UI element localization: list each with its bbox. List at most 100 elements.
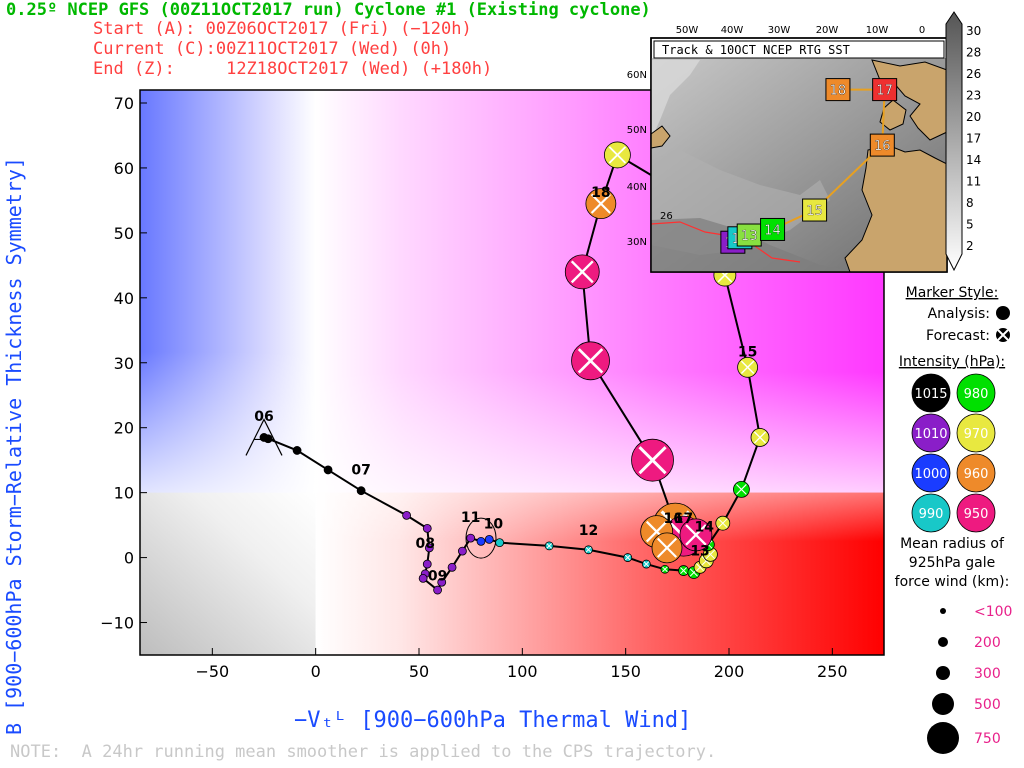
inset-lat-label: 40N	[627, 182, 647, 193]
x-tick-label: 100	[507, 662, 538, 681]
radius-title: Mean radius of	[900, 536, 1005, 552]
track-point	[447, 562, 457, 572]
forecast-cross	[753, 431, 767, 444]
forecast-cross	[685, 524, 707, 546]
marker-style-title: Marker Style:	[906, 285, 999, 301]
intensity-swatch	[911, 373, 951, 413]
day-label: 07	[351, 462, 370, 478]
y-tick-label: 10	[114, 484, 134, 503]
legend: Marker Style: Analysis: Forecast: Intensity…	[895, 285, 1012, 754]
track-point	[476, 536, 486, 546]
y-tick-label: 60	[114, 159, 134, 178]
x-tick-label: 0	[311, 662, 321, 681]
radius-label: 200	[974, 635, 1001, 651]
current-date: 00Z11OCT2017 (Wed)	[215, 39, 401, 59]
inset-lon-label: 20W	[816, 25, 839, 36]
start-info: Start (A): 00Z06OCT2017 (Fri) (−120h)	[93, 19, 472, 39]
inset-track-label: 15	[806, 204, 823, 219]
inset-track-label: 13	[741, 229, 758, 244]
forecast-cross	[608, 146, 627, 164]
day-label: 13	[690, 544, 709, 560]
radius-swatch	[932, 693, 954, 715]
inset-lat-label: 50N	[627, 125, 647, 136]
track-point	[402, 510, 412, 520]
x-tick-label: 50	[409, 662, 429, 681]
intensity-value: 1010	[914, 427, 947, 442]
day-label: 09	[428, 568, 447, 584]
sst-colorbar: 30 28 26 23 20 17 14 11 8 5 2	[945, 11, 981, 272]
day-label: 08	[415, 536, 434, 552]
end-date: 12Z18OCT2017 (Wed)	[226, 59, 411, 79]
y-tick-label: 40	[114, 289, 134, 308]
track-point	[466, 533, 476, 543]
current-offset: (0h)	[410, 39, 452, 59]
colorbar-label: 5	[966, 218, 974, 232]
day-label: 10	[484, 516, 504, 532]
colorbar-label: 11	[966, 175, 981, 189]
chart-title: 0.25º NCEP GFS (00Z11OCT2017 run) Cyclon…	[6, 0, 651, 20]
forecast-cross	[680, 567, 687, 575]
inset-track-box	[825, 78, 851, 102]
forecast-cross	[740, 360, 755, 375]
intensity-value: 960	[964, 467, 989, 482]
day-label: 06	[254, 409, 273, 425]
intensity-swatch	[911, 453, 951, 493]
analysis-marker	[996, 306, 1010, 320]
day-label: 12	[579, 523, 598, 539]
colorbar-label: 17	[966, 132, 981, 146]
track-point	[323, 465, 333, 475]
inset-lat-label: 30N	[627, 237, 647, 248]
end-info: End (Z): 12Z18OCT2017 (Wed) (+180h)	[93, 59, 492, 79]
intensity-value: 990	[919, 507, 944, 522]
radius-swatch	[938, 637, 948, 647]
day-label: 11	[461, 510, 480, 526]
day-label: 15	[738, 344, 757, 360]
track-point	[422, 523, 432, 533]
inset-track-box	[872, 78, 898, 102]
plot-frame	[139, 89, 885, 656]
intensity-value: 950	[964, 507, 989, 522]
y-tick-label: 50	[114, 224, 134, 243]
forecast-cross	[624, 554, 631, 561]
x-axis-label: −Vₜᴸ [900−600hPa Thermal Wind]	[294, 708, 692, 733]
start-date: 00Z06OCT2017 (Fri)	[205, 19, 390, 39]
radius-title: force wind (km):	[895, 574, 1010, 590]
intensity-value: 1015	[914, 387, 947, 402]
colorbar-label: 23	[966, 89, 981, 103]
x-tick-label: 150	[610, 662, 641, 681]
inset-lon-label: 30W	[768, 25, 791, 36]
radius-label: <100	[974, 604, 1012, 620]
intensity-swatch	[956, 493, 996, 533]
end-label: End (Z):	[93, 59, 175, 79]
radius-swatch	[936, 666, 950, 680]
intensity-value: 970	[964, 427, 989, 442]
track-point	[418, 573, 428, 583]
inset-lon-label: 10W	[866, 25, 889, 36]
track-point	[292, 446, 302, 455]
track-point	[424, 543, 434, 553]
start-offset: (−120h)	[400, 19, 472, 39]
x-tick-label: 250	[817, 662, 848, 681]
y-tick-label: −10	[100, 614, 134, 633]
day-label: 18	[591, 185, 610, 201]
intensity-swatch	[911, 413, 951, 453]
track-point	[457, 546, 467, 556]
x-tick-label: −50	[195, 662, 229, 681]
forecast-cross	[570, 260, 594, 284]
inset-track-box	[802, 198, 828, 222]
radius-label: 300	[974, 666, 1001, 682]
inset-axes: 50W 40W 30W 20W 10W 0 60N 50N 40N 30N	[627, 25, 925, 248]
intensity-swatch	[956, 453, 996, 493]
intensity-swatch	[956, 413, 996, 453]
inset-track-box	[760, 217, 786, 241]
track-point	[356, 486, 366, 496]
current-marker-c	[465, 517, 497, 559]
forecast-cross	[662, 566, 668, 573]
inset-track-label: 18	[830, 84, 847, 99]
intensity-swatch	[911, 493, 951, 533]
radius-swatch	[927, 722, 959, 754]
colorbar-label: 28	[966, 46, 981, 60]
day-label: 17	[674, 511, 693, 527]
